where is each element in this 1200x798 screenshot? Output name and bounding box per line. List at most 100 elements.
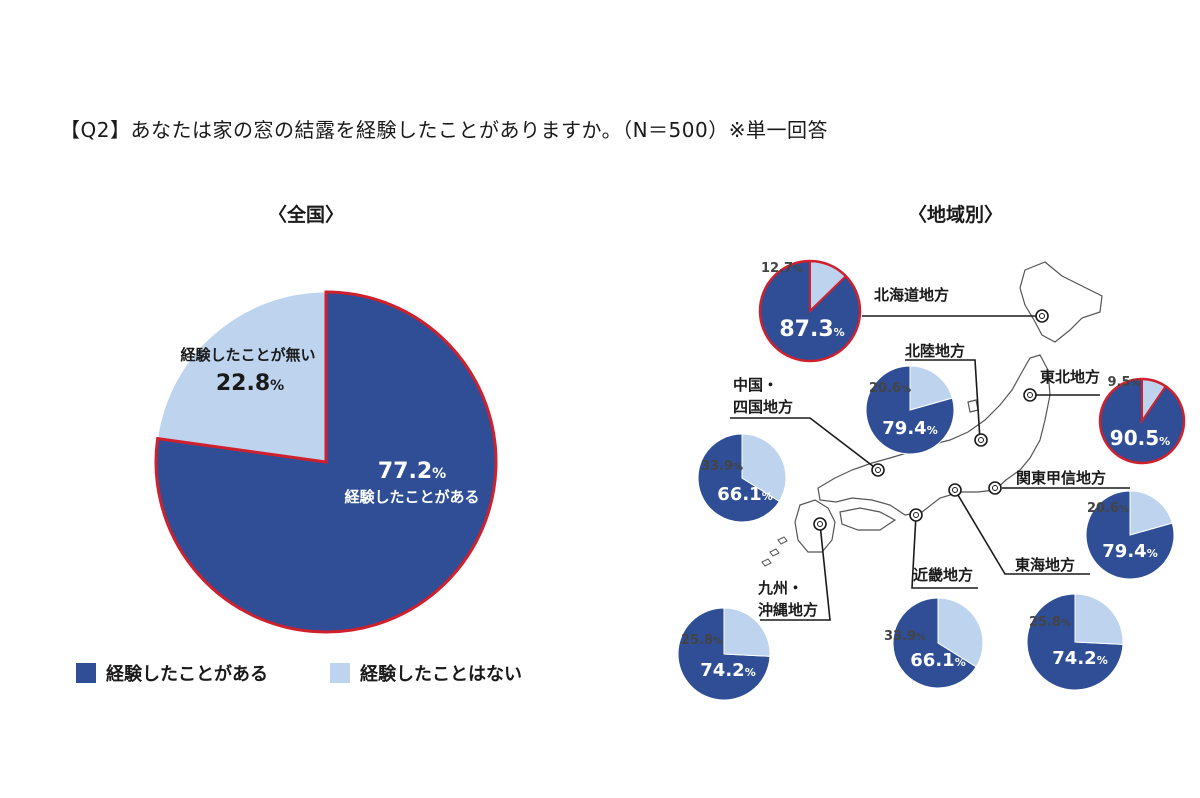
region-yes-pct-2-unit: % — [1159, 435, 1170, 448]
region-no-pct-1: 20.6% — [869, 381, 911, 396]
region-no-pct-5: 25.8% — [1029, 615, 1071, 630]
region-highlight-slice-2 — [1141, 377, 1167, 425]
map-island-2 — [839, 507, 897, 531]
region-yes-pct-3-unit: % — [762, 490, 773, 503]
region-no-pct-4-value: 20.6 — [1087, 501, 1119, 516]
map-islet-0 — [777, 536, 788, 545]
location-marker-inner-7 — [817, 521, 823, 527]
region-no-pct-7-value: 25.8 — [681, 633, 713, 648]
region-no-pct-1-value: 20.6 — [869, 381, 901, 396]
region-slice-no-5 — [1074, 593, 1124, 645]
region-name-5: 東海地方 — [1015, 556, 1075, 574]
region-yes-pct-3-value: 66.1 — [717, 484, 761, 505]
region-yes-pct-1-unit: % — [927, 424, 938, 437]
region-name-0: 北海道地方 — [874, 286, 949, 304]
national-slice-no — [157, 291, 327, 463]
legend-item-no: 経験したことはない — [330, 660, 522, 686]
region-yes-pct-5: 74.2% — [1052, 648, 1107, 669]
region-no-pct-2: 9.5% — [1107, 375, 1140, 390]
region-yes-pct-4: 79.4% — [1102, 541, 1157, 562]
region-0: 12.7% 87.3% 北海道地方 — [758, 259, 949, 363]
region-no-pct-5-value: 25.8 — [1029, 615, 1061, 630]
region-yes-pct-7-value: 74.2 — [700, 660, 744, 681]
regional-subtitle: 〈地域別〉 — [908, 204, 1004, 226]
region-name-6: 近畿地方 — [913, 566, 973, 584]
national-subtitle: 〈全国〉 — [268, 204, 345, 226]
region-yes-pct-6-unit: % — [955, 656, 966, 669]
map-islet-2 — [761, 558, 772, 567]
region-no-pct-7: 25.8% — [681, 633, 723, 648]
region-yes-pct-7-unit: % — [745, 666, 756, 679]
national-yes-pct-unit: % — [432, 466, 446, 482]
national-no-pct-value: 22.8 — [216, 371, 270, 396]
region-no-pct-4: 20.6% — [1087, 501, 1129, 516]
region-yes-pct-7: 74.2% — [700, 660, 755, 681]
region-no-pct-0: 12.7% — [761, 261, 803, 276]
chart-title: 【Q2】あなたは家の窓の結露を経験したことがありますか。（N＝500）※単一回答 — [60, 118, 828, 142]
region-3: 33.9% 66.1% 中国・四国地方 — [697, 376, 793, 523]
region-no-pct-0-unit: % — [793, 264, 803, 275]
legend-label-yes: 経験したことがある — [106, 664, 268, 685]
region-slice-yes-3 — [697, 433, 780, 523]
region-1: 20.6%79.4%北陸地方 — [865, 342, 965, 455]
location-marker-inner-3 — [875, 467, 881, 473]
region-no-pct-6-value: 33.9 — [884, 629, 916, 644]
region-yes-pct-0: 87.3% — [779, 317, 844, 342]
region-slice-no-3 — [741, 433, 787, 503]
location-marker-inner-5 — [952, 487, 958, 493]
region-yes-pct-5-unit: % — [1097, 654, 1108, 667]
region-no-pct-3: 33.9% — [701, 459, 743, 474]
region-yes-pct-6-value: 66.1 — [910, 650, 954, 671]
leader-lines — [730, 309, 1130, 621]
region-no-pct-4-unit: % — [1119, 504, 1129, 515]
leader-line-5 — [954, 489, 1090, 575]
pies: 77.2%経験したことがある経験したことが無い22.8%12.7%87.3%北海… — [154, 259, 1186, 701]
national-no-label: 経験したことが無い — [180, 346, 315, 364]
region-2: 9.5% 90.5% 東北地方 — [1040, 368, 1186, 465]
region-5: 25.8%74.2%東海地方 — [1015, 556, 1124, 691]
region-name-line2-3: 四国地方 — [733, 398, 793, 416]
national-yes-label: 経験したことがある — [344, 488, 479, 506]
region-yes-pct-3: 66.1% — [717, 484, 772, 505]
region-slice-no-7 — [723, 607, 771, 657]
region-yes-pct-1: 79.4% — [882, 418, 937, 439]
region-name-2: 東北地方 — [1040, 368, 1100, 386]
legend-label-no: 経験したことはない — [360, 664, 522, 685]
leader-line-1 — [905, 359, 981, 441]
location-marker-inner-1 — [978, 437, 984, 443]
region-no-pct-6: 33.9% — [884, 629, 926, 644]
map-islet-1 — [769, 548, 780, 557]
region-name-line1-3: 中国・ — [733, 376, 778, 394]
region-6: 33.9%66.1%近畿地方 — [884, 566, 984, 689]
map-island-0 — [1019, 261, 1103, 343]
national-slice-yes-outline — [154, 290, 498, 634]
region-yes-pct-4-value: 79.4 — [1102, 541, 1146, 562]
national-yes-pct: 77.2% — [378, 459, 446, 484]
national-no-pct-unit: % — [270, 378, 284, 394]
region-yes-pct-6: 66.1% — [910, 650, 965, 671]
region-no-pct-6-unit: % — [916, 632, 926, 643]
region-yes-pct-1-value: 79.4 — [882, 418, 926, 439]
region-name-4: 関東甲信地方 — [1016, 469, 1106, 487]
region-highlight-slice-0 — [809, 259, 848, 314]
location-marker-inner-6 — [913, 512, 919, 518]
leader-line-7 — [760, 523, 831, 621]
leader-line-3 — [730, 417, 879, 471]
region-yes-pct-2-value: 90.5 — [1110, 426, 1159, 450]
location-marker-inner-0 — [1039, 313, 1045, 319]
region-4: 20.6% 79.4% 関東甲信地方 — [1016, 469, 1175, 580]
leader-line-6 — [911, 514, 978, 589]
region-slice-yes-4 — [1085, 490, 1175, 580]
location-marker-inner-2 — [1027, 392, 1033, 398]
region-name-line2-7: 沖縄地方 — [758, 601, 818, 619]
region-slice-no-1 — [909, 365, 953, 411]
region-yes-pct-2: 90.5% — [1110, 426, 1170, 450]
region-no-pct-2-unit: % — [1131, 378, 1141, 389]
region-slice-yes-1 — [865, 365, 955, 455]
region-no-pct-3-unit: % — [733, 462, 743, 473]
region-yes-pct-5-value: 74.2 — [1052, 648, 1096, 669]
region-slice-no-6 — [937, 597, 984, 668]
region-yes-pct-0-value: 87.3 — [779, 317, 833, 342]
region-name-line1-7: 九州・ — [757, 579, 803, 597]
